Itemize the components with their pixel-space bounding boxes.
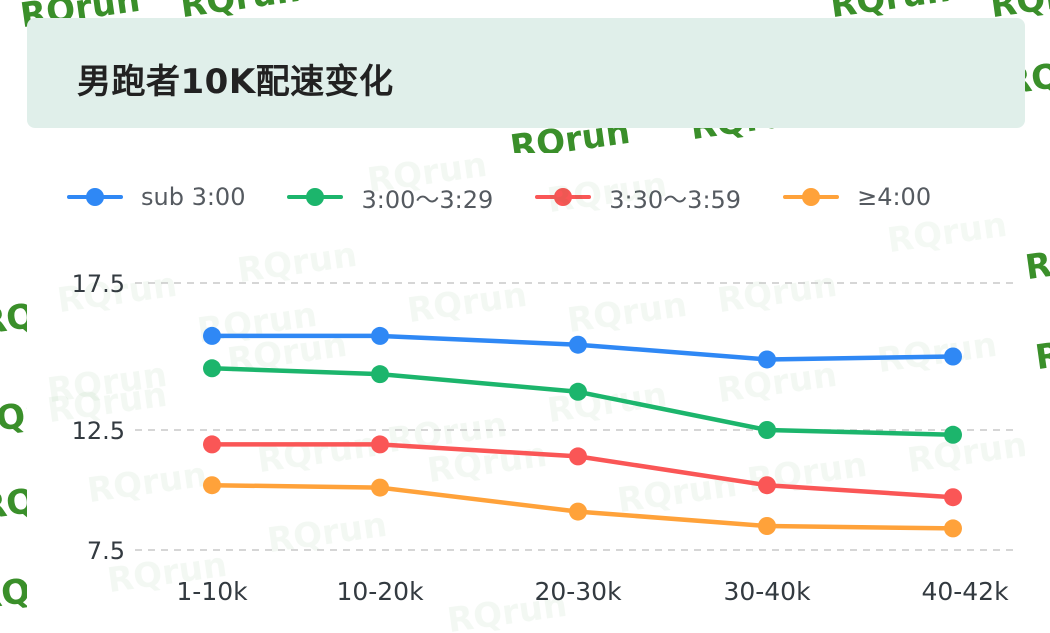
- data-point[interactable]: [203, 435, 221, 454]
- data-point[interactable]: [371, 365, 389, 384]
- legend-item[interactable]: 3:30～3:59: [535, 180, 741, 215]
- line-chart: 17.5 12.5 7.5 1-10k 10-20k 20-30k 30-40k 40-42k: [72, 270, 1015, 606]
- legend-label: 3:30～3:59: [609, 185, 742, 214]
- data-point[interactable]: [569, 335, 587, 354]
- y-tick-label: 17.5: [72, 270, 125, 298]
- data-point[interactable]: [944, 425, 962, 444]
- legend-line-dot-icon: [535, 187, 592, 207]
- y-tick-label: 7.5: [87, 537, 125, 565]
- data-point[interactable]: [758, 421, 776, 439]
- data-point[interactable]: [371, 435, 389, 454]
- x-tick-label: 20-30k: [534, 577, 622, 606]
- data-point[interactable]: [569, 447, 587, 466]
- chart-legend: sub 3:00 3:00～3:29 3:30～3:59 ≥4:00: [67, 180, 973, 215]
- legend-line-dot-icon: [287, 187, 344, 207]
- page-title: 男跑者10K配速变化: [77, 62, 394, 102]
- data-point[interactable]: [203, 359, 221, 378]
- legend-item[interactable]: ≥4:00: [783, 183, 931, 211]
- data-point[interactable]: [203, 476, 221, 495]
- x-tick-label: 10-20k: [336, 577, 424, 606]
- data-point[interactable]: [203, 326, 221, 345]
- watermark: RQrun: [1032, 321, 1050, 379]
- x-tick-label: 1-10k: [176, 577, 248, 606]
- legend-label: ≥4:00: [857, 183, 932, 211]
- data-point[interactable]: [944, 347, 962, 366]
- legend-label: 3:00～3:29: [361, 185, 494, 214]
- data-point[interactable]: [758, 517, 776, 535]
- chart-card: sub 3:00 3:00～3:29 3:30～3:59 ≥4:00 17.5 12.5…: [27, 153, 1025, 633]
- title-panel: 男跑者10K配速变化: [27, 18, 1025, 128]
- x-tick-label: 30-40k: [723, 577, 811, 606]
- data-point[interactable]: [371, 478, 389, 497]
- data-point[interactable]: [944, 519, 962, 538]
- data-point[interactable]: [371, 326, 389, 345]
- watermark: RQrun: [1022, 231, 1050, 289]
- data-point[interactable]: [758, 350, 776, 369]
- data-point[interactable]: [569, 382, 587, 401]
- legend-item[interactable]: 3:00～3:29: [287, 180, 493, 215]
- y-tick-label: 12.5: [72, 417, 125, 445]
- data-point[interactable]: [758, 476, 776, 495]
- legend-label: sub 3:00: [141, 183, 246, 211]
- legend-line-dot-icon: [67, 187, 123, 207]
- legend-item[interactable]: sub 3:00: [67, 183, 245, 211]
- legend-line-dot-icon: [783, 187, 840, 207]
- x-tick-label: 40-42k: [921, 577, 1009, 606]
- data-point[interactable]: [569, 502, 587, 521]
- series-line: [209, 366, 956, 438]
- data-point[interactable]: [944, 488, 962, 507]
